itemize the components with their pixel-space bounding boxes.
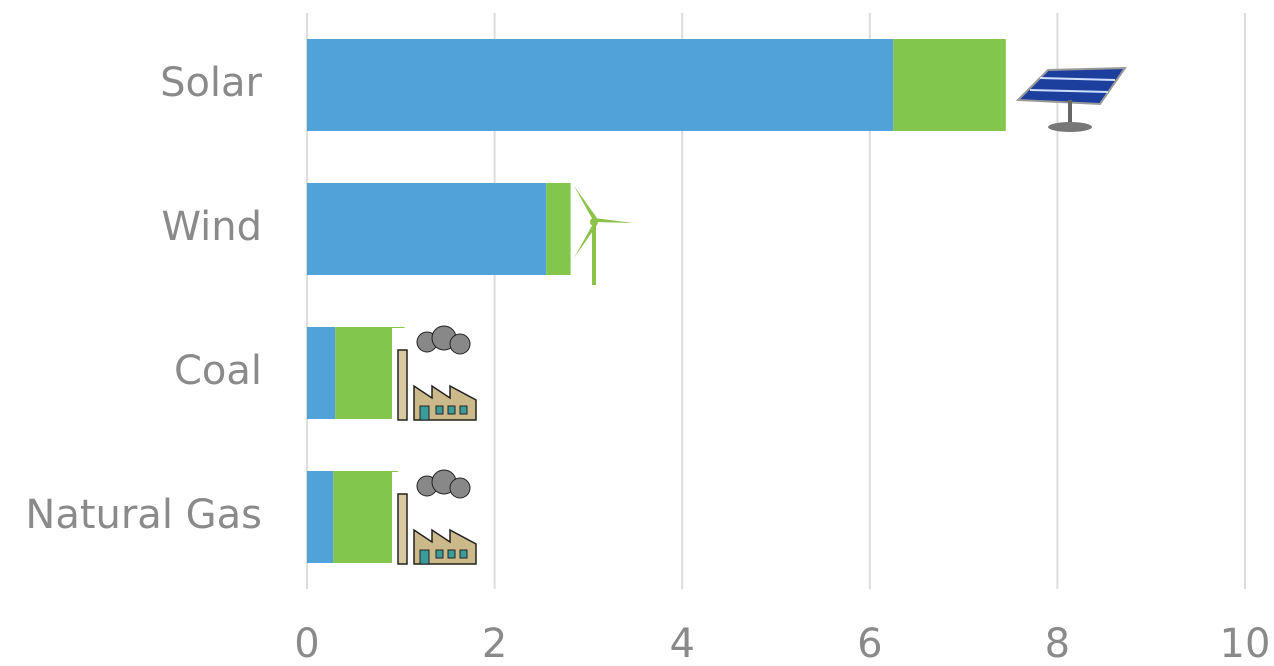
bar-segment	[333, 471, 398, 563]
x-tick-label: 0	[294, 621, 319, 666]
icon-part	[459, 549, 468, 559]
icon-part	[449, 477, 471, 499]
icon-part	[419, 549, 430, 565]
icon-part	[459, 405, 468, 415]
x-tick-label: 6	[857, 621, 882, 666]
bar-segment	[893, 39, 1006, 131]
icon-part	[449, 333, 471, 355]
y-tick-label: Wind	[161, 204, 262, 250]
x-tick-label: 10	[1220, 621, 1271, 666]
icon-part	[574, 186, 597, 222]
icon-part	[574, 222, 597, 258]
icon-part	[435, 549, 444, 559]
icon-part	[594, 218, 634, 223]
x-tick-label: 2	[482, 621, 507, 666]
icon-part	[1029, 89, 1109, 93]
icon	[574, 186, 634, 285]
icon	[392, 469, 478, 565]
bar-segment	[307, 39, 894, 131]
x-tick-label: 4	[669, 621, 694, 666]
x-tick-label: 8	[1045, 621, 1070, 666]
icon-part	[419, 405, 430, 421]
y-tick-label: Solar	[160, 60, 262, 106]
bar-segment	[307, 471, 334, 563]
icon-part	[1039, 77, 1116, 81]
y-tick-label: Natural Gas	[25, 492, 262, 538]
bar-segment	[546, 183, 571, 275]
icon-part	[447, 405, 456, 415]
bar-segment	[307, 183, 547, 275]
bar-segment	[307, 327, 336, 419]
y-tick-label: Coal	[174, 348, 262, 394]
icon	[1015, 66, 1127, 132]
icon-part	[590, 218, 598, 226]
icon-part	[1015, 66, 1127, 106]
icon-part	[397, 493, 408, 565]
icon-part	[447, 549, 456, 559]
icon-part	[1048, 122, 1092, 132]
icon-part	[397, 349, 408, 421]
icon-part	[435, 405, 444, 415]
icon	[392, 325, 478, 421]
